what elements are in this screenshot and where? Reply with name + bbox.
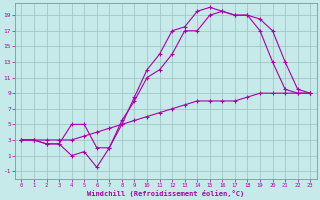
X-axis label: Windchill (Refroidissement éolien,°C): Windchill (Refroidissement éolien,°C) bbox=[87, 190, 244, 197]
